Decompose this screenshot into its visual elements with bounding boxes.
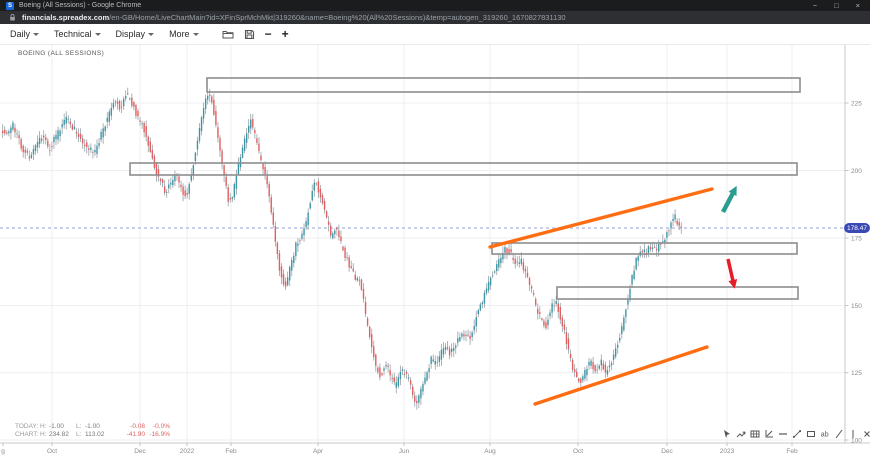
close-button[interactable]: × [855,0,860,10]
x-axis-tick-label: Aug [484,448,496,455]
instrument-label: BOEING (ALL SESSIONS) [18,50,105,57]
menu-daily[interactable]: Daily [10,29,40,39]
grid-tool-icon[interactable] [749,428,760,439]
chevron-down-icon [33,32,40,36]
menubar-icons: − + [222,27,289,41]
chevron-down-icon [148,32,155,36]
low-label: L: [76,431,82,438]
segment-tool-icon[interactable] [791,428,802,439]
menu-display-label: Display [115,29,146,39]
x-axis-tick-label: 2023 [720,448,735,455]
y-axis-tick-label: 125 [851,370,862,377]
status-row-today: TODAY: H: -1.00 L: -1.00 -0.08 -0.0% [15,423,170,431]
y-axis-tick-label: 100 [851,437,862,444]
x-axis-tick-label: g [1,448,5,455]
rectangle-tool-icon[interactable] [805,428,816,439]
high-value: -1.00 [49,423,64,430]
x-axis-tick-label: Feb [225,448,237,455]
lock-icon [10,14,15,21]
high-label: H: [40,423,47,430]
url-path: /en-GB/Home/LiveChartMain?id=XFinSprMchM… [109,13,566,22]
svg-text:ab: ab [820,431,828,438]
low-value: -1.00 [85,423,100,430]
maximize-button[interactable]: □ [834,0,839,10]
price-chart[interactable]: 225 200 175 150 125 100 g Oct Dec 2022 Feb Apr Jun Au… [0,45,870,461]
zoom-out-button[interactable]: − [264,27,272,41]
menu-more[interactable]: More [169,29,199,39]
current-price-badge: 178.47 [844,223,870,233]
x-axis-tick-label: Dec [661,448,673,455]
polyline-arrow-tool-icon[interactable] [735,428,746,439]
y-axis-tick-label: 150 [851,303,862,310]
drawn-rectangle[interactable] [491,242,798,255]
status-panel: TODAY: H: -1.00 L: -1.00 -0.08 -0.0% CHART: H: 2… [15,423,170,439]
window-titlebar: S Boeing (All Sessions) - Google Chrome … [0,0,870,11]
chart-annotations[interactable] [129,77,801,406]
open-folder-icon[interactable] [222,29,234,39]
change-pct: -16.9% [149,431,170,438]
gridlines [0,45,845,443]
drawn-rectangle[interactable] [206,77,801,93]
chart-menubar: Daily Technical Display More − + [0,24,870,45]
y-axis-tick-label: 225 [851,100,862,107]
drawn-rectangle[interactable] [556,286,799,300]
change-pct: -0.0% [153,423,170,430]
menu-technical-label: Technical [54,29,92,39]
trend-line[interactable] [533,345,709,406]
vertical-line-tool-icon[interactable] [847,428,858,439]
axes [0,45,870,444]
url-domain: financials.spreadex.com [22,13,110,22]
menu-daily-label: Daily [10,29,31,39]
text-tool-icon[interactable]: ab [819,428,830,439]
delete-tool-icon[interactable] [861,428,870,439]
menu-more-label: More [169,29,190,39]
trend-line[interactable] [488,187,714,249]
candlestick-series [2,87,682,410]
zoom-in-button[interactable]: + [281,27,289,41]
change-value: -41.90 [126,431,145,438]
x-axis-tick-label: Apr [313,448,324,455]
status-row-chart: CHART: H: 234.82 L: 113.02 -41.90 -16.9% [15,431,170,439]
y-axis-tick-label: 175 [851,235,862,242]
chart-area: 225 200 175 150 125 100 g Oct Dec 2022 Feb Apr Jun Au… [0,45,870,461]
high-label: H: [40,431,47,438]
axes-tool-icon[interactable] [763,428,774,439]
status-label: CHART: [15,431,39,438]
diagonal-line-tool-icon[interactable] [833,428,844,439]
save-icon[interactable] [244,29,255,40]
x-axis-tick-label: Dec [134,448,146,455]
status-label: TODAY: [15,423,39,430]
up-arrow-annotation[interactable] [721,185,737,214]
site-favicon: S [6,1,14,10]
menu-technical[interactable]: Technical [54,29,101,39]
url-text: financials.spreadex.com/en-GB/Home/LiveC… [22,13,566,22]
x-axis-tick-label: Oct [573,448,583,455]
window-title: Boeing (All Sessions) - Google Chrome [19,2,142,9]
low-value: 113.02 [85,431,105,438]
window-controls: − □ × [813,2,864,10]
high-value: 234.82 [49,431,69,438]
drawn-rectangle[interactable] [129,162,798,176]
x-axis-tick-label: Jun [399,448,410,455]
horizontal-line-tool-icon[interactable] [777,428,788,439]
drawing-toolbar: ab [721,428,870,439]
x-axis-tick-label: 2022 [180,448,195,455]
pointer-tool-icon[interactable] [721,428,732,439]
chevron-down-icon [192,32,199,36]
minimize-button[interactable]: − [812,0,818,10]
chevron-down-icon [94,32,101,36]
x-axis-tick-label: Oct [47,448,57,455]
y-axis-tick-label: 200 [851,168,862,175]
down-arrow-annotation[interactable] [726,258,738,289]
menu-display[interactable]: Display [116,29,155,39]
axis-labels: 225 200 175 150 125 100 g Oct Dec 2022 Feb Apr Jun Au… [1,100,862,455]
low-label: L: [76,423,82,430]
x-axis-tick-label: Feb [786,448,798,455]
change-value: -0.08 [130,423,145,430]
url-bar[interactable]: financials.spreadex.com/en-GB/Home/LiveC… [0,11,870,24]
